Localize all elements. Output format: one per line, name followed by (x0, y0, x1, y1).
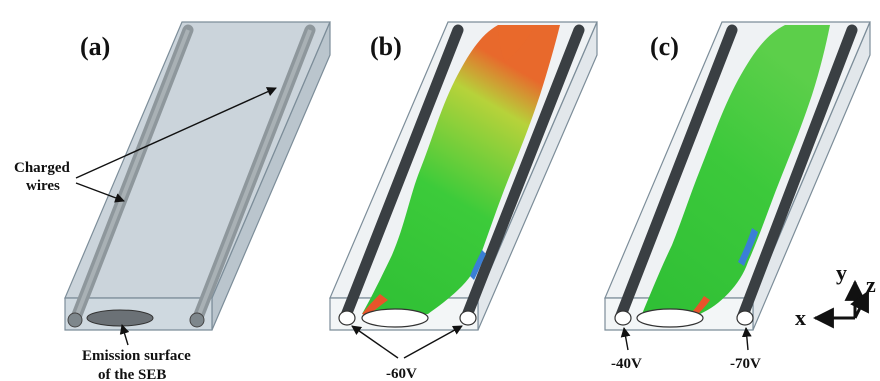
axis-z-arrow (850, 290, 870, 319)
panel-c-voltage-arrow-right (741, 327, 752, 351)
panel-b-wire-left (339, 24, 464, 324)
panel-a: (a) Charged wires Emission surface of th… (14, 21, 331, 381)
panel-a-label: (a) (80, 32, 110, 61)
panel-b-voltage-arrow-right (403, 325, 463, 359)
panel-b-wire-right (460, 24, 585, 324)
emission-surface-arrow (119, 324, 130, 346)
panel-c-plume-red-edge (690, 296, 710, 316)
panel-a-wire-left-shine (73, 29, 190, 321)
panel-c-voltage-arrow-left (620, 327, 631, 351)
panel-b-wire-end-left (338, 310, 356, 326)
charged-wires-arrow-1 (75, 182, 125, 203)
panel-b-label: (b) (370, 32, 402, 61)
panel-c-wire-end-right (736, 310, 754, 326)
axis-x-label: x (795, 305, 806, 330)
axis-y-label: y (836, 260, 847, 285)
panel-b: (b) -60V (329, 21, 598, 381)
panel-c: (c) -40V -70V (604, 21, 871, 372)
emission-surface-label-line1: Emission surface (82, 348, 191, 364)
panel-b-electron-plume (362, 25, 560, 314)
panel-c-voltage-right-label: -70V (730, 356, 761, 372)
panel-c-wire-end-left (614, 310, 632, 326)
charged-wires-arrow-2 (75, 87, 277, 179)
axes-triad: x y z (795, 260, 876, 330)
panel-b-voltage-arrow-left (351, 325, 399, 359)
panel-a-wire-right-shine (195, 29, 312, 321)
panel-b-plume-blue-edge (470, 250, 486, 280)
panel-b-wire-end-right (459, 310, 477, 326)
panel-a-emission-surface (86, 309, 154, 327)
axis-z-label: z (866, 272, 876, 297)
panel-c-label: (c) (650, 32, 679, 61)
panel-b-emission-surface (361, 308, 429, 328)
panel-c-wire-left (614, 24, 738, 324)
charged-wires-label-line2: wires (26, 178, 60, 194)
panel-c-wire-right (736, 24, 858, 324)
emission-surface-label-line2: of the SEB (98, 367, 166, 381)
panel-a-wire-end-right (189, 312, 205, 328)
panel-c-voltage-left-label: -40V (611, 356, 642, 372)
charged-wires-label-line1: Charged (14, 160, 70, 176)
panel-c-emission-surface (636, 308, 704, 328)
panel-b-plume-red-edge (362, 294, 388, 316)
panel-c-plume-blue-edge (738, 228, 758, 266)
panel-b-voltage-label: -60V (386, 366, 417, 381)
panel-b-plume-top-red (498, 25, 535, 62)
panel-c-electron-plume (642, 25, 830, 314)
panel-a-wire-end-left (67, 312, 83, 328)
